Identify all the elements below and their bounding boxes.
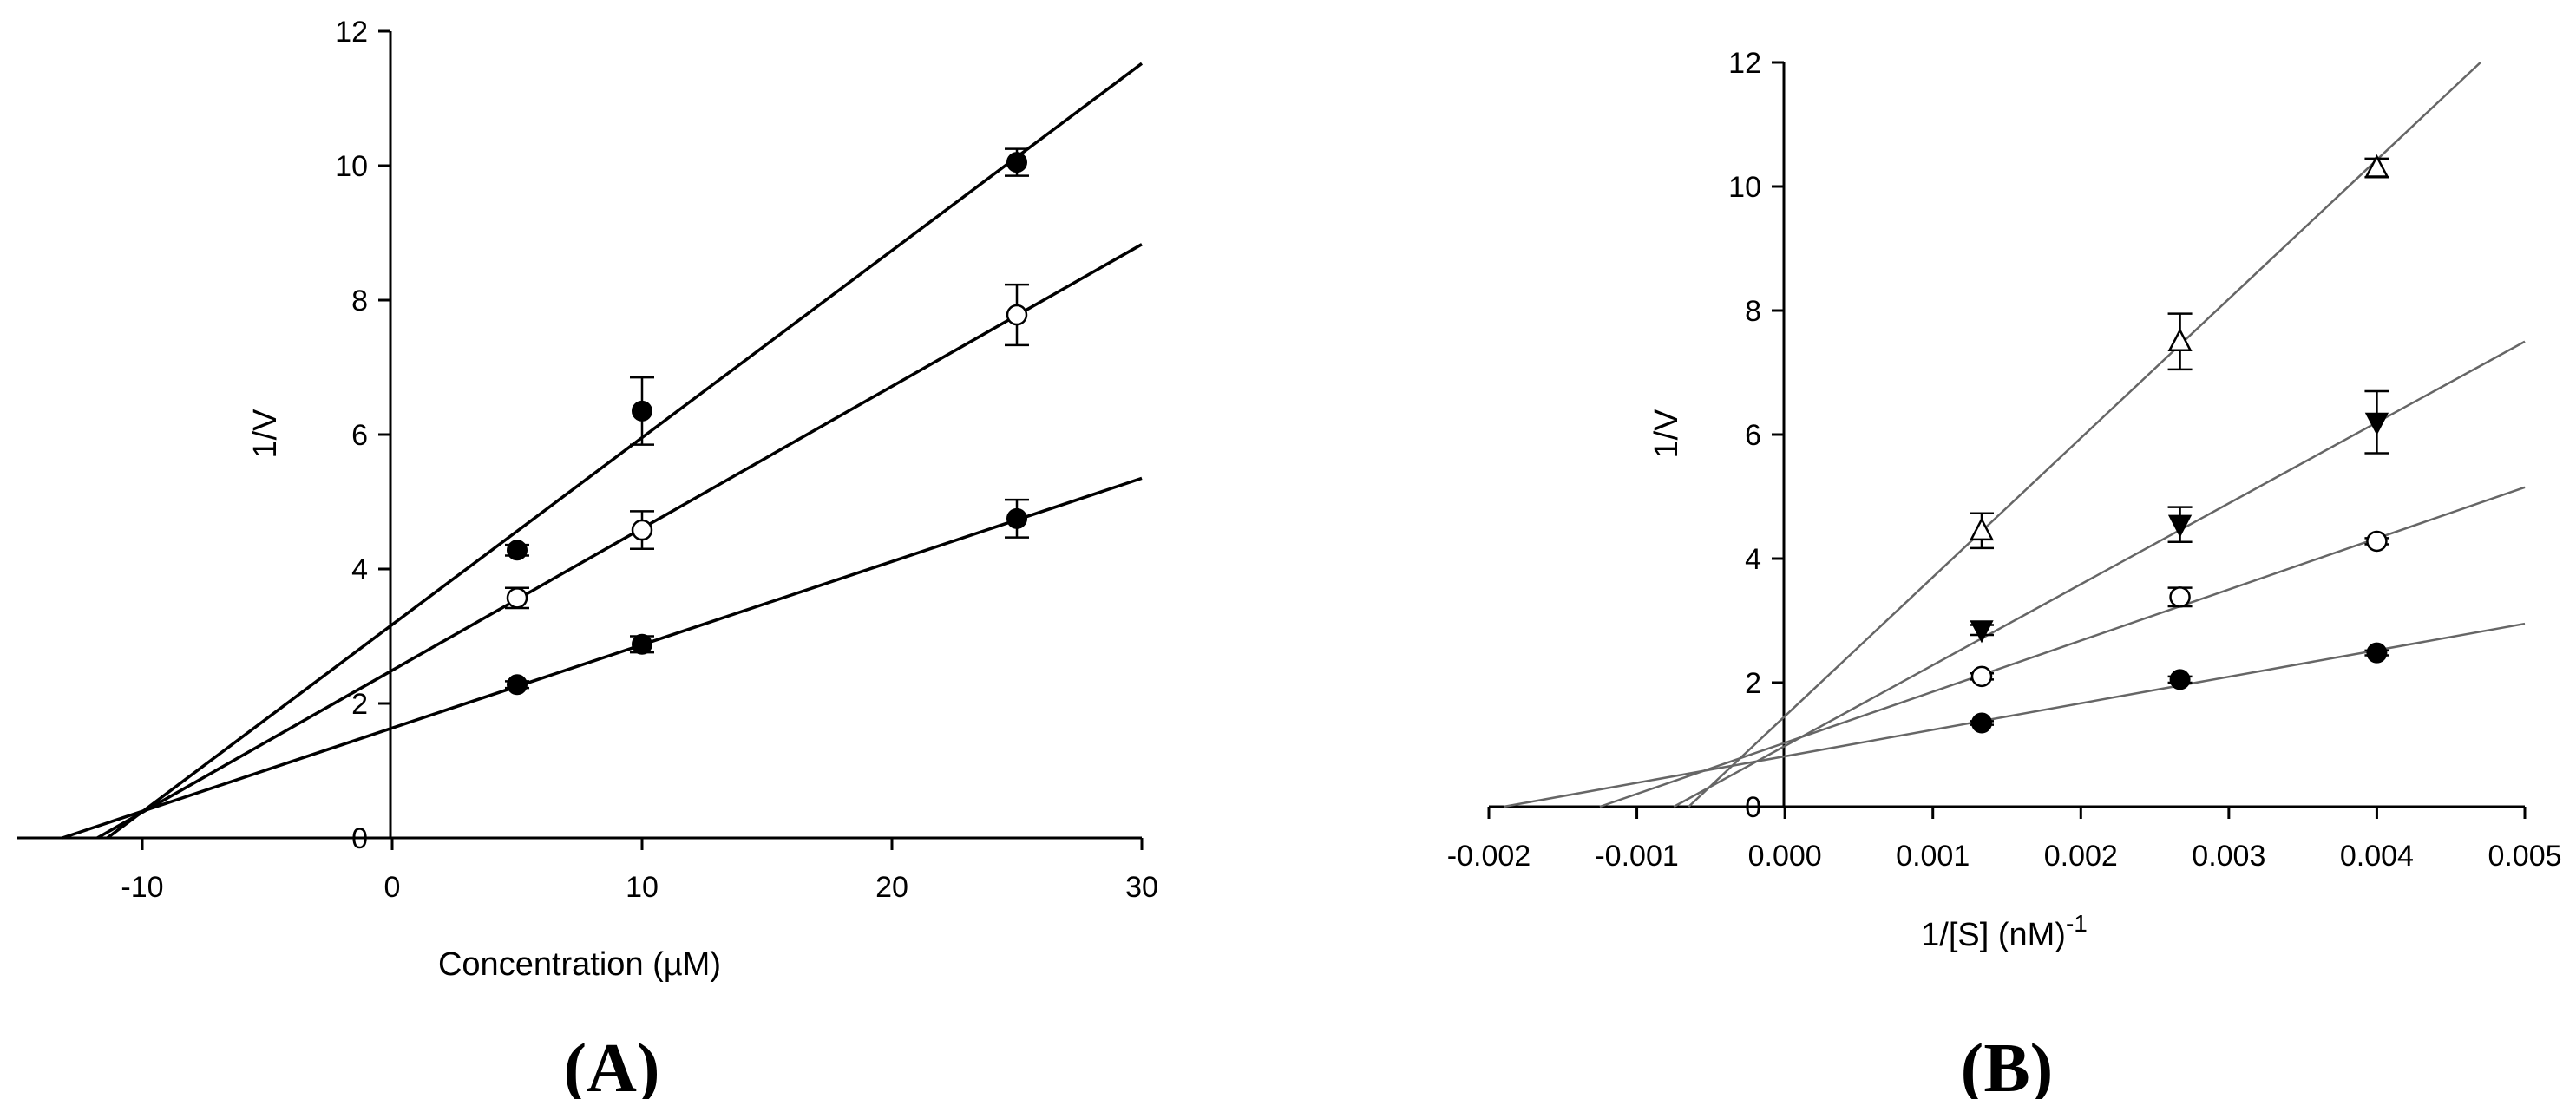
x-axis-title: 1/[S] (nM)-1 — [1921, 910, 2088, 953]
fit-line — [1688, 62, 2481, 808]
x-axis-title-superscript: -1 — [2066, 910, 2088, 937]
series-2 — [96, 243, 1143, 840]
data-point — [2167, 328, 2193, 351]
y-tick-label: 2 — [351, 688, 368, 721]
y-tick-label: 10 — [335, 150, 368, 183]
x-tick-label: 0.001 — [1896, 840, 1970, 873]
data-point — [1006, 152, 1027, 173]
fit-line — [62, 476, 1143, 840]
x-tick-label: -10 — [121, 871, 163, 904]
data-point — [1970, 620, 1994, 644]
panel-b-chart: 0 2 4 6 8 10 12 -0.002 -0.001 0.000 0.001 0.002 0.00… — [1447, 47, 2562, 1099]
panel-label: (A) — [563, 1030, 659, 1099]
x-tick-label: 30 — [1125, 871, 1158, 904]
fit-line — [1503, 622, 2526, 808]
data-point — [1970, 665, 1993, 688]
x-tick-label: 0 — [384, 871, 401, 904]
fit-line — [106, 62, 1144, 840]
data-point — [507, 540, 528, 561]
data-point — [2169, 586, 2191, 608]
series-3 — [62, 476, 1143, 840]
data-point — [2169, 669, 2191, 690]
data-point — [2366, 530, 2388, 553]
x-tick-label: 10 — [626, 871, 659, 904]
fit-line — [1599, 486, 2526, 808]
data-point — [2366, 642, 2388, 664]
y-axis-title: 1/V — [1649, 409, 1685, 459]
x-tick-label: 0.003 — [2192, 840, 2265, 873]
fit-line — [96, 243, 1143, 840]
data-point — [1969, 517, 1995, 541]
data-point — [2364, 412, 2389, 435]
y-tick-label: 2 — [1745, 667, 1761, 700]
x-axis-title-text: Concentration (µM) — [438, 946, 721, 983]
y-tick-label: 8 — [351, 285, 368, 317]
y-tick-label: 6 — [1745, 419, 1761, 452]
y-tick-label: 0 — [1745, 791, 1761, 824]
data-point — [507, 674, 528, 696]
x-axis-title: Concentration (µM) — [438, 946, 721, 983]
series-4 — [1503, 622, 2526, 808]
panel-label: (B) — [1961, 1030, 2054, 1099]
x-tick-label: 0.004 — [2340, 840, 2414, 873]
y-tick-label: 6 — [351, 419, 368, 452]
data-point — [506, 587, 528, 609]
series-3 — [1599, 486, 2526, 808]
y-tick-label: 12 — [1728, 47, 1761, 80]
y-tick-label: 0 — [351, 822, 368, 855]
x-tick-label: 0.005 — [2488, 840, 2561, 873]
data-point — [2167, 514, 2193, 538]
panel-a-chart: 0 2 4 6 8 10 12 -10 0 10 20 30 1/V Concentration (µM)… — [17, 16, 1158, 1099]
y-axis-title: 1/V — [247, 409, 284, 459]
data-point — [632, 400, 652, 422]
y-tick-label: 12 — [335, 16, 368, 49]
y-tick-label: 4 — [1745, 543, 1761, 576]
data-point — [1006, 304, 1028, 326]
x-tick-label: -0.001 — [1595, 840, 1678, 873]
x-tick-label: 0.000 — [1748, 840, 1822, 873]
y-tick-label: 8 — [1745, 295, 1761, 328]
series-1 — [1688, 62, 2481, 808]
y-tick-label: 10 — [1728, 171, 1761, 204]
x-tick-label: -0.002 — [1447, 840, 1531, 873]
x-axis-title-text: 1/[S] (nM) — [1921, 917, 2066, 953]
series-2 — [1673, 340, 2526, 808]
data-point — [1006, 507, 1027, 529]
data-point — [631, 519, 653, 541]
x-tick-label: 0.002 — [2044, 840, 2118, 873]
data-point — [632, 633, 652, 655]
series-1 — [106, 62, 1144, 840]
data-point — [2364, 154, 2389, 178]
x-tick-label: 20 — [875, 871, 908, 904]
y-tick-label: 4 — [351, 553, 368, 586]
data-point — [1971, 712, 1993, 734]
